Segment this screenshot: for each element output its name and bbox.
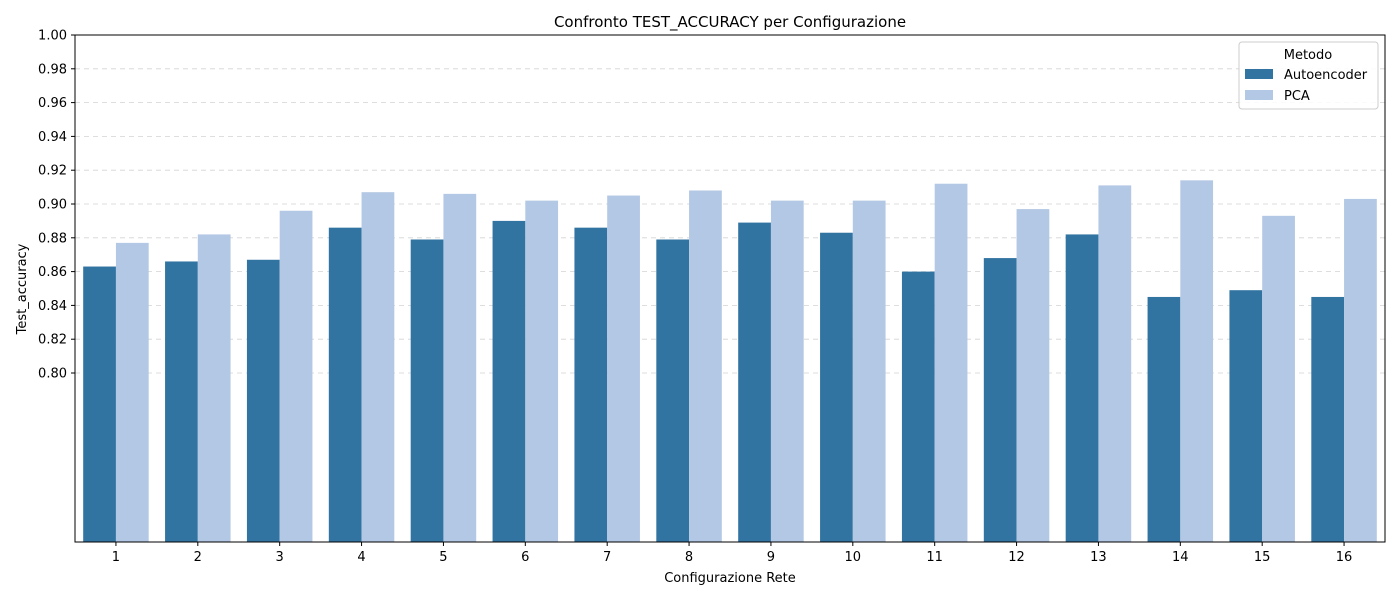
bar-pca-12 <box>1016 209 1050 542</box>
bar-autoencoder-11 <box>901 271 935 542</box>
x-axis: 1 2 3 4 5 6 7 8 9 10 11 12 13 14 15 16 <box>112 542 1353 565</box>
bar-pca-7 <box>607 195 640 543</box>
bar-autoencoder-4 <box>328 227 362 542</box>
y-tick-label: 0.98 <box>38 62 67 77</box>
bar-pca-5 <box>443 193 477 543</box>
bar-autoencoder-9 <box>738 222 771 542</box>
bar-pca-15 <box>1262 215 1295 542</box>
bar-autoencoder-2 <box>165 261 198 542</box>
y-axis-label: Test_accuracy <box>15 243 30 335</box>
bar-pca-2 <box>197 234 231 543</box>
y-tick-label: 0.82 <box>38 333 67 348</box>
x-tick-label: 10 <box>845 550 862 565</box>
bar-autoencoder-16 <box>1311 296 1345 542</box>
bar-pca-16 <box>1344 198 1377 542</box>
x-tick-label: 1 <box>112 550 120 565</box>
bar-autoencoder-13 <box>1065 234 1099 543</box>
bar-pca-13 <box>1098 185 1132 542</box>
bar-pca-1 <box>115 242 149 542</box>
y-tick-label: 0.90 <box>38 198 67 213</box>
bar-autoencoder-6 <box>492 220 526 542</box>
x-tick-label: 3 <box>276 550 284 565</box>
legend-box <box>1238 41 1379 110</box>
y-axis: 0.80 0.82 0.84 0.86 0.88 0.90 0.92 0.94 0.96 0.98… <box>38 29 75 382</box>
y-tick-label: 0.88 <box>38 231 67 246</box>
bar-autoencoder-14 <box>1147 296 1181 542</box>
bar-pca-3 <box>279 210 313 542</box>
bar-pca-10 <box>852 200 886 542</box>
bar-pca-6 <box>525 200 559 542</box>
bar-autoencoder-8 <box>656 239 690 543</box>
y-tick-label: 0.86 <box>38 265 67 280</box>
bar-pca-11 <box>934 183 968 542</box>
x-tick-label: 7 <box>603 550 611 565</box>
x-tick-label: 12 <box>1008 550 1025 565</box>
legend-title: Metodo <box>1284 48 1333 63</box>
bar-autoencoder-1 <box>83 266 116 542</box>
x-tick-label: 6 <box>521 550 529 565</box>
bar-pca-8 <box>689 190 722 543</box>
x-tick-label: 15 <box>1254 550 1271 565</box>
x-tick-label: 16 <box>1336 550 1353 565</box>
plot-frame <box>74 34 1386 543</box>
bar-autoencoder-10 <box>820 232 853 543</box>
y-tick-label: 0.94 <box>38 130 67 145</box>
x-axis-label: Configurazione Rete <box>664 571 796 586</box>
y-tick-label: 0.96 <box>38 96 67 111</box>
bars <box>83 180 1377 543</box>
x-tick-label: 14 <box>1172 550 1189 565</box>
bar-pca-9 <box>770 200 804 542</box>
x-tick-label: 5 <box>439 550 447 565</box>
y-tick-label: 0.92 <box>38 164 67 179</box>
bar-pca-4 <box>361 192 395 543</box>
bar-pca-14 <box>1180 180 1214 542</box>
legend-swatch-autoencoder <box>1245 69 1273 79</box>
bar-autoencoder-5 <box>410 239 444 543</box>
y-tick-label: 0.84 <box>38 299 67 314</box>
y-tick-label: 0.80 <box>38 367 67 382</box>
bar-autoencoder-3 <box>246 259 280 542</box>
legend-label-pca: PCA <box>1284 89 1310 104</box>
bar-autoencoder-12 <box>983 258 1017 542</box>
x-tick-label: 9 <box>767 550 775 565</box>
legend-swatch-pca <box>1245 90 1273 100</box>
x-tick-label: 2 <box>194 550 202 565</box>
x-tick-label: 13 <box>1090 550 1107 565</box>
x-tick-label: 8 <box>685 550 693 565</box>
y-tick-label: 1.00 <box>38 29 67 44</box>
chart-title: Confronto TEST_ACCURACY per Configurazio… <box>554 13 906 32</box>
legend-label-autoencoder: Autoencoder <box>1284 68 1368 83</box>
x-tick-label: 11 <box>926 550 943 565</box>
legend: Metodo Autoencoder PCA <box>1238 41 1379 110</box>
bar-autoencoder-7 <box>574 227 608 542</box>
x-tick-label: 4 <box>357 550 365 565</box>
bar-autoencoder-15 <box>1229 290 1263 542</box>
